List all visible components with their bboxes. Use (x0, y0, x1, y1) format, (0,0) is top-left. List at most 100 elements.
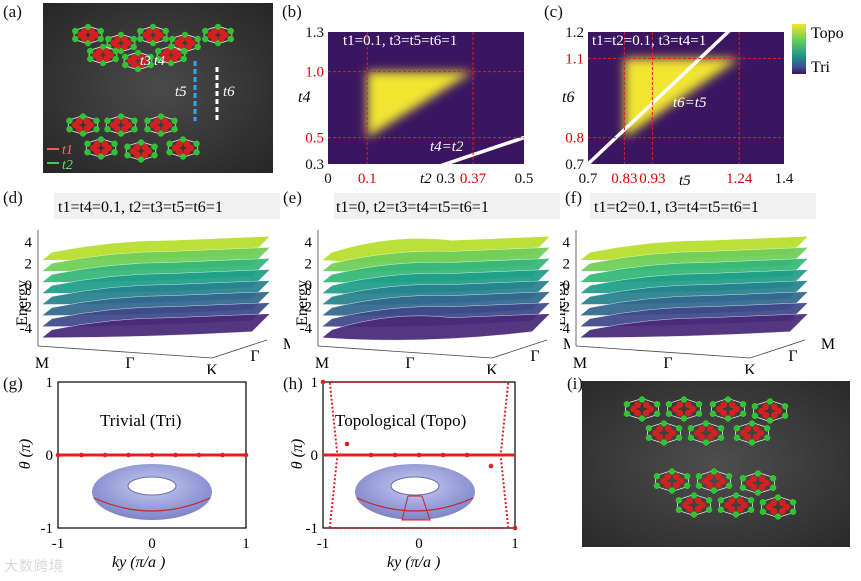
lattice-i-inner-site (672, 405, 679, 413)
lattice-a-top-outer-site (87, 55, 94, 63)
energy-band (41, 313, 271, 338)
lattice-a-top-outer-site (214, 23, 222, 31)
lattice-i-inner-site (778, 499, 786, 507)
lattice-i-inner-site (758, 475, 766, 483)
lattice-i-outer-site (751, 412, 759, 419)
lattice-i-outer-site (766, 417, 774, 424)
energy-tick-label: 2 (25, 257, 33, 273)
lattice-i-inner-site (664, 425, 672, 433)
energy-band (579, 313, 809, 338)
x-tick-label: 1.24 (726, 171, 753, 187)
lattice-i-outer-site (690, 492, 698, 499)
band-structure-d: 4 2 0 -2 -4 M Γ K Γ M t1=t4=0.1, t2=t3=t5=t6=1 En… (14, 193, 290, 374)
t3-label: t3 (140, 54, 151, 69)
y-tick-label: 1.2 (565, 25, 584, 41)
lattice-a-bottom-inner-site (75, 117, 83, 125)
y-tick-label: 0 (311, 448, 319, 464)
k-axis (37, 345, 213, 359)
lattice-a-top-outer-site (112, 55, 119, 63)
x-tick-label: 1 (511, 536, 519, 552)
k-axis-side (211, 339, 268, 359)
lattice-a-top-outer-site (105, 35, 112, 43)
lattice-i-outer-site (739, 475, 747, 482)
ylabel-h: θ (π) (289, 439, 306, 470)
k-axis (317, 345, 493, 359)
lattice-i-outer-site (653, 473, 661, 480)
energy-tick-label: -4 (20, 321, 33, 337)
lattice-i-outer-site (665, 410, 673, 417)
lattice-i-outer-site (747, 497, 755, 504)
lattice-i-inner-site (757, 429, 764, 437)
lattice-i-inner-site (744, 433, 752, 441)
ylabel-e: Energy (294, 280, 311, 326)
lattice-a-top-outer-site (130, 43, 137, 51)
lattice-i-inner-site (728, 505, 736, 513)
lattice-i-outer-site (660, 439, 668, 446)
lattice-i-inner-site (686, 497, 694, 505)
lattice-i-inner-site (728, 497, 736, 505)
energy-tick-label: 0 (563, 278, 571, 294)
y-tick-label: 0.8 (565, 131, 584, 147)
lattice-a-bottom-inner-site (175, 140, 183, 148)
lattice-a-bottom-outer-site (66, 126, 73, 133)
lattice-a-top-inner-site (88, 28, 95, 35)
lattice-a-top-inner-site (218, 35, 226, 42)
lattice-i-inner-site (656, 425, 664, 433)
lattice-i-inner-site (719, 477, 726, 485)
phase-diagram-c: t1=t2=0.1, t3=t4=1 t6=t5 t6 t5 0.7 0.83 0.… (562, 25, 794, 189)
lattice-i-outer-site (739, 410, 747, 417)
lattice-i-inner-site (714, 481, 722, 489)
lattice-a-top-outer-site (149, 39, 157, 47)
energy-tick-label: 0 (305, 278, 313, 294)
energy-tick-label: 4 (563, 235, 571, 251)
lattice-i-outer-site (702, 439, 710, 446)
lattice-a-bottom-outer-site (79, 130, 87, 137)
panel-label-b: (b) (282, 2, 302, 21)
lattice-a-top-inner-site (103, 48, 110, 55)
lattice-a-bottom-outer-site (171, 126, 178, 133)
wilson-data-point (320, 379, 326, 385)
lattice-i-outer-site (675, 497, 683, 504)
wilson-loop-g: Trivial (Tri) -1 0 1 1 0 -1 ky (π/a ) θ (π) (17, 375, 250, 571)
lattice-a-top-outer-site (117, 31, 125, 39)
lattice-i-inner-site (686, 505, 694, 513)
title-b: t1=0.1, t3=t5=t6=1 (343, 33, 457, 49)
lattice-a-bottom-outer-site (93, 117, 100, 124)
lattice-i-inner-site (736, 505, 744, 513)
lattice-a-top-outer-site (97, 35, 104, 43)
lattice-i-outer-site (695, 473, 703, 480)
lattice-a-top-inner-site (81, 28, 88, 35)
lattice-a-top-inner-site (103, 55, 110, 62)
lattice-i-inner-site (706, 481, 714, 489)
lattice-i-outer-site (638, 396, 646, 403)
lattice-i-outer-site (645, 425, 653, 432)
lattice-i-inner-site (647, 405, 654, 413)
energy-tick-label: 2 (563, 257, 571, 273)
lattice-a-top-outer-site (167, 59, 175, 67)
lattice-a-bottom-outer-site (144, 126, 151, 133)
lattice-a-bottom-inner-site (121, 117, 129, 125)
lattice-i-outer-site (766, 398, 774, 405)
lattice-i-inner-site (660, 477, 667, 485)
lattice-i-inner-site (758, 407, 765, 415)
lattice-i-outer-site (732, 492, 740, 499)
lattice-i-outer-site (759, 508, 767, 515)
lattice-a-bottom-outer-site (84, 149, 91, 156)
lattice-a-bottom-outer-site (166, 149, 173, 156)
lattice-a-bottom-outer-site (124, 143, 131, 150)
x-tick-label: 1 (242, 536, 250, 552)
lattice-i-outer-site (733, 434, 741, 441)
x-tick-label: 0.3 (436, 171, 455, 187)
lattice-i-outer-site (675, 506, 683, 513)
lattice-a-bottom-outer-site (84, 140, 91, 147)
k-point-label: K (206, 362, 218, 374)
lattice-a-top-outer-site (97, 27, 104, 35)
lattice-i-outer-site (781, 403, 789, 410)
lattice-i-inner-site (750, 483, 758, 491)
lattice-a-top-inner-site (138, 61, 145, 68)
energy-tick-label: -2 (20, 300, 33, 316)
lattice-a-top-inner-site (121, 43, 128, 50)
line-label-c: t6=t5 (673, 95, 707, 111)
lattice-a-bottom-outer-site (193, 149, 200, 156)
lattice-i-outer-site (680, 415, 688, 422)
